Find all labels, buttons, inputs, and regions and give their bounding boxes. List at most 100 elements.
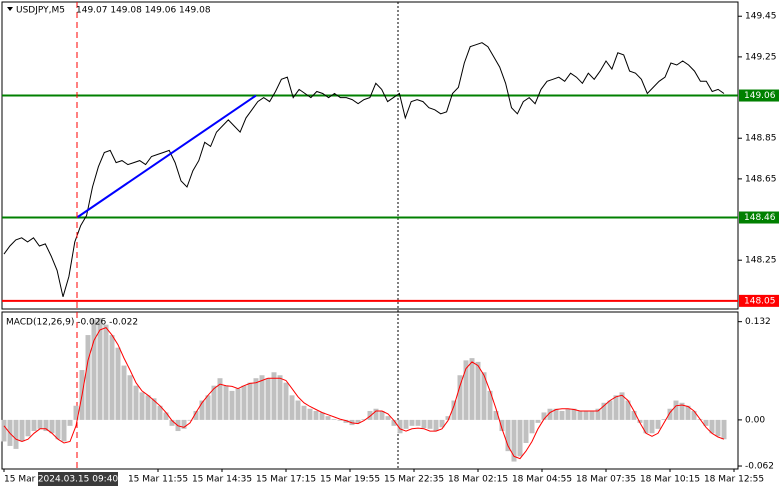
x-tick-label: 18 Mar 10:15 (640, 475, 700, 485)
histogram-bar (583, 410, 589, 420)
histogram-bar (361, 419, 367, 420)
histogram-bar (427, 419, 433, 429)
histogram-bar (661, 419, 667, 420)
macd-title: MACD(12,26,9) -0.026 -0.022 (6, 318, 138, 328)
histogram-bar (709, 419, 715, 434)
price-panel (1, 1, 739, 310)
histogram-bar (721, 419, 727, 440)
histogram-bar (187, 419, 193, 421)
y-tick-label: 149.25 (745, 52, 777, 62)
x-tick-label: 18 Mar 02:15 (448, 475, 508, 485)
histogram-bar (673, 400, 679, 420)
histogram-bar (595, 408, 601, 420)
histogram-bar (271, 372, 277, 420)
level-label: 148.46 (744, 213, 776, 223)
level-label: 149.06 (744, 91, 776, 101)
histogram-bar (367, 410, 373, 420)
histogram-bar (265, 378, 271, 420)
x-tick-label: 15 Mar 11:55 (128, 475, 188, 485)
y-tick-label: 0.00 (745, 415, 765, 425)
histogram-bar (691, 410, 697, 420)
histogram-bar (55, 419, 61, 440)
x-tick-label: 18 Mar 12:55 (704, 475, 764, 485)
histogram-bar (571, 408, 577, 420)
histogram-bar (439, 419, 445, 428)
histogram-bar (73, 405, 79, 420)
histogram-bar (523, 419, 529, 443)
histogram-bar (121, 365, 127, 420)
histogram-bar (649, 419, 655, 434)
x-tick-label: 18 Mar 04:55 (512, 475, 572, 485)
histogram-bar (529, 419, 535, 434)
histogram-bar (391, 419, 397, 426)
histogram-bar (307, 408, 313, 420)
histogram-bar (475, 361, 481, 420)
histogram-bar (397, 419, 403, 434)
histogram-bar (703, 419, 709, 426)
macd-panel (1, 311, 739, 470)
histogram-bar (373, 408, 379, 420)
histogram-bar (37, 419, 43, 429)
histogram-bar (667, 408, 673, 420)
histogram-bar (679, 402, 685, 420)
level-tag (739, 294, 779, 307)
level-label: 148.05 (744, 296, 776, 306)
histogram-bar (625, 400, 631, 420)
histogram-bar (331, 419, 337, 420)
histogram-bar (241, 385, 247, 420)
level-tag (739, 89, 779, 102)
histogram-bar (217, 378, 223, 420)
x-tick-label: 15 Mar 2 (4, 475, 44, 485)
histogram-bar (493, 410, 499, 420)
histogram-bar (301, 405, 307, 420)
histogram-bar (643, 419, 649, 434)
crosshair-label: 2024.03.15 09:40 (38, 475, 119, 485)
histogram-bar (511, 419, 517, 462)
histogram-bar (61, 419, 67, 442)
histogram-bar (613, 395, 619, 420)
histogram-bar (337, 419, 343, 421)
histogram-bar (601, 402, 607, 420)
y-tick-label: 149.45 (745, 12, 777, 22)
histogram-bar (535, 419, 541, 423)
histogram-bar (313, 410, 319, 420)
y-tick-label: 148.25 (745, 256, 777, 266)
histogram-bar (451, 400, 457, 420)
histogram-bar (469, 358, 475, 420)
histogram-bar (457, 375, 463, 420)
histogram-bar (619, 392, 625, 420)
histogram-bar (421, 419, 427, 429)
histogram-bar (19, 419, 25, 442)
histogram-bar (91, 319, 97, 420)
histogram-bar (433, 419, 439, 432)
y-tick-label: 148.85 (745, 134, 777, 144)
histogram-bar (235, 388, 241, 420)
histogram-bar (211, 385, 217, 420)
histogram-bar (295, 400, 301, 420)
histogram-bar (145, 395, 151, 420)
histogram-bar (1, 419, 7, 442)
x-tick-label: 15 Mar 14:35 (192, 475, 252, 485)
histogram-bar (223, 385, 229, 420)
y-tick-label: 0.132 (745, 317, 771, 327)
histogram-bar (319, 412, 325, 420)
x-tick-label: 15 Mar 17:15 (256, 475, 316, 485)
histogram-bar (379, 410, 385, 420)
histogram-bar (115, 347, 121, 420)
histogram-bar (283, 382, 289, 420)
histogram-bar (163, 412, 169, 420)
histogram-bar (85, 335, 91, 420)
histogram-bar (181, 419, 187, 429)
histogram-bar (559, 410, 565, 420)
histogram-bar (289, 395, 295, 420)
histogram-bar (589, 410, 595, 420)
histogram-bar (631, 410, 637, 420)
chart-title: USDJPY,M5 (16, 6, 65, 16)
histogram-bar (403, 419, 409, 429)
histogram-bar (385, 416, 391, 420)
histogram-bar (577, 410, 583, 420)
histogram-bar (133, 385, 139, 420)
histogram-bar (655, 419, 661, 429)
